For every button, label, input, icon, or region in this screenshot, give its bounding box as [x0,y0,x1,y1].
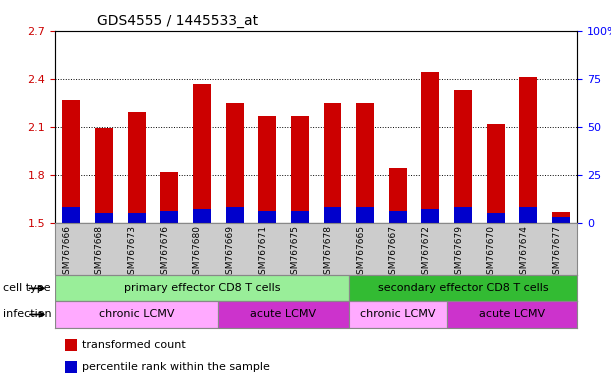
Text: cell type: cell type [2,283,50,293]
Bar [193,209,211,223]
Bar [324,207,342,223]
Text: percentile rank within the sample: percentile rank within the sample [82,362,270,372]
Bar [487,213,505,223]
Bar [519,207,538,223]
Bar [65,361,77,373]
Text: GSM767679: GSM767679 [454,225,463,280]
Bar [55,275,349,301]
Bar [389,211,407,223]
Bar [422,72,439,223]
Text: GSM767666: GSM767666 [62,225,71,280]
Bar [95,128,113,223]
Text: GSM767667: GSM767667 [389,225,398,280]
Text: infection: infection [2,310,51,319]
Text: acute LCMV: acute LCMV [479,310,545,319]
Text: GSM767665: GSM767665 [356,225,365,280]
Bar [447,301,577,328]
Text: GSM767671: GSM767671 [258,225,267,280]
Bar [487,124,505,223]
Text: chronic LCMV: chronic LCMV [99,310,174,319]
Bar [193,84,211,223]
Text: GSM767676: GSM767676 [160,225,169,280]
Text: GSM767669: GSM767669 [225,225,235,280]
Bar [160,211,178,223]
Bar [519,77,538,223]
Bar [422,209,439,223]
Bar [454,90,472,223]
Text: GSM767673: GSM767673 [128,225,137,280]
Text: GSM767678: GSM767678 [323,225,332,280]
Bar [349,275,577,301]
Text: GDS4555 / 1445533_at: GDS4555 / 1445533_at [97,14,258,28]
Text: acute LCMV: acute LCMV [251,310,316,319]
Text: secondary effector CD8 T cells: secondary effector CD8 T cells [378,283,549,293]
Text: GSM767670: GSM767670 [487,225,496,280]
Text: GSM767680: GSM767680 [193,225,202,280]
Bar [258,211,276,223]
Text: GSM767672: GSM767672 [422,225,431,280]
Text: GSM767674: GSM767674 [519,225,529,280]
Bar [225,103,244,223]
Bar [225,207,244,223]
Bar [160,172,178,223]
Bar [291,211,309,223]
Bar [55,301,218,328]
Bar [356,103,374,223]
Bar [62,99,80,223]
Bar [218,301,349,328]
Text: transformed count: transformed count [82,340,186,350]
Bar [552,212,570,223]
Bar [389,168,407,223]
Bar [258,116,276,223]
Bar [128,213,145,223]
Bar [95,213,113,223]
Bar [324,103,342,223]
Text: GSM767668: GSM767668 [95,225,104,280]
Bar [291,116,309,223]
Bar [454,207,472,223]
Text: primary effector CD8 T cells: primary effector CD8 T cells [123,283,280,293]
Bar [349,301,447,328]
Text: chronic LCMV: chronic LCMV [360,310,436,319]
Bar [128,113,145,223]
Text: GSM767677: GSM767677 [552,225,561,280]
Bar [62,207,80,223]
Bar [356,207,374,223]
Bar [65,339,77,351]
Bar [552,217,570,223]
Text: GSM767675: GSM767675 [291,225,300,280]
